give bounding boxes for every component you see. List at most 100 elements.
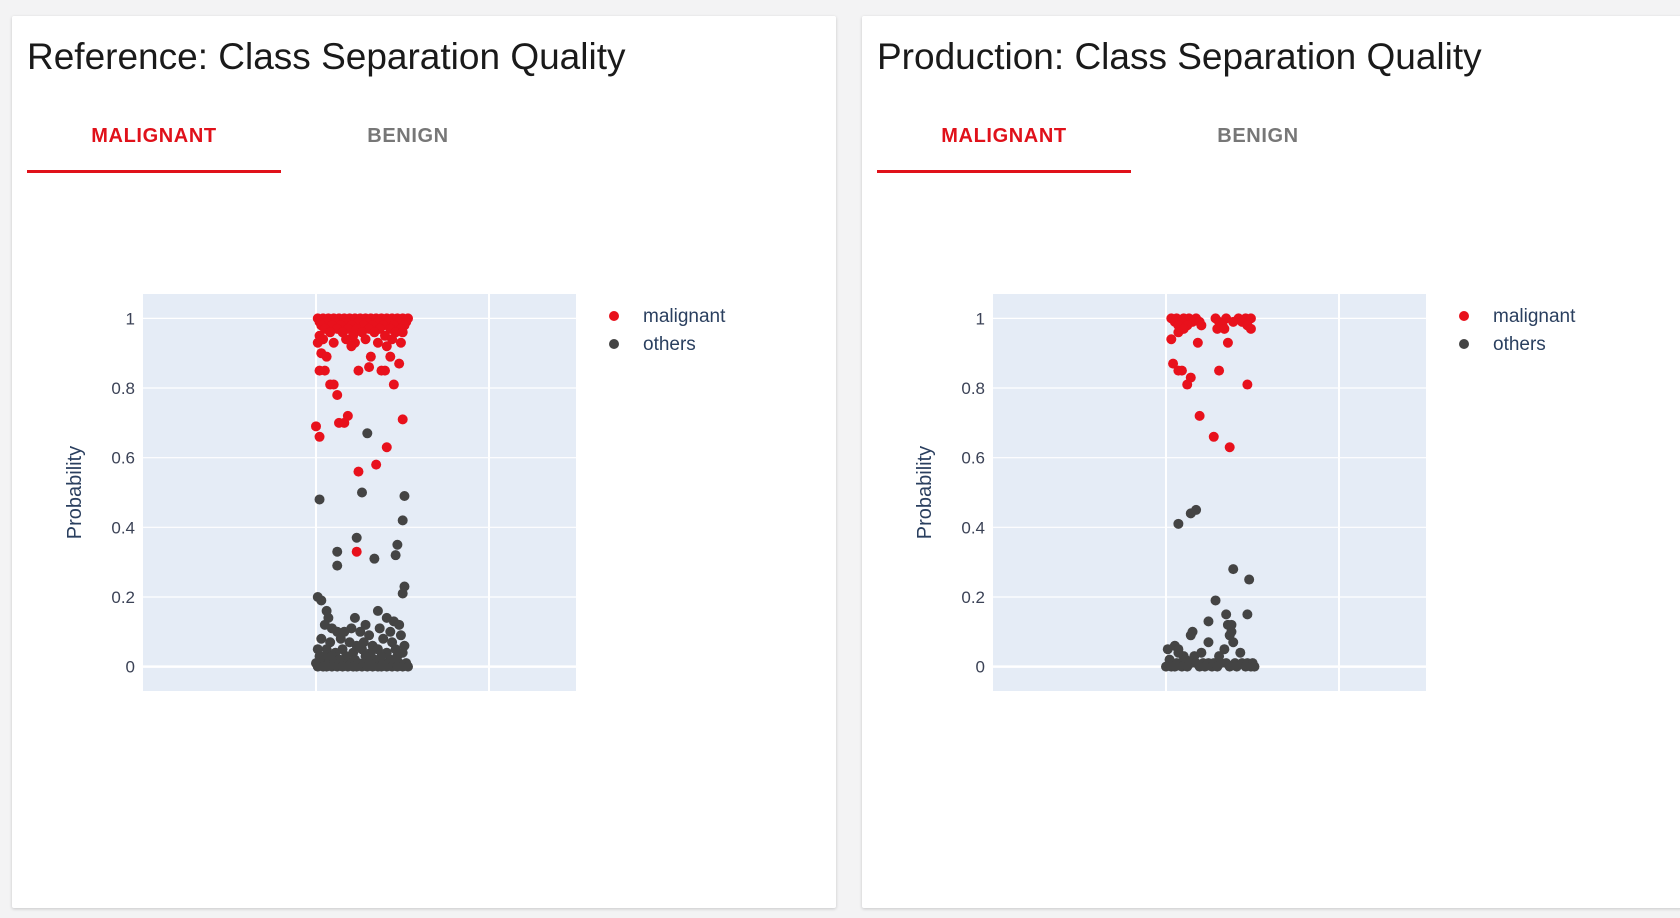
malignant-point	[381, 442, 392, 453]
y-tick-label: 1	[976, 309, 985, 328]
others-point	[314, 494, 325, 505]
malignant-point	[353, 365, 364, 376]
legend-marker	[609, 311, 619, 321]
malignant-point	[397, 414, 408, 425]
y-axis-title: Probability	[914, 446, 936, 539]
malignant-point	[328, 337, 339, 348]
malignant-point	[397, 327, 408, 338]
malignant-point	[395, 337, 406, 348]
others-point	[332, 546, 343, 557]
malignant-point	[364, 362, 375, 373]
malignant-point	[1242, 379, 1253, 390]
y-tick-label: 0.4	[111, 518, 135, 537]
legend-label: others	[1493, 334, 1546, 355]
reference-panel: Reference: Class Separation Quality MALI…	[12, 16, 836, 908]
y-tick-label: 0.8	[961, 379, 985, 398]
others-point	[385, 626, 396, 637]
others-point	[392, 539, 403, 550]
malignant-point	[1208, 431, 1219, 442]
others-point	[1249, 661, 1260, 672]
tab-benign[interactable]: BENIGN	[1217, 125, 1299, 147]
malignant-point	[321, 351, 332, 362]
others-point	[357, 487, 367, 498]
others-point	[1191, 504, 1202, 515]
others-point	[335, 633, 346, 644]
malignant-point	[312, 337, 323, 348]
malignant-point	[341, 334, 352, 345]
malignant-point	[365, 351, 376, 362]
malignant-point	[342, 410, 353, 421]
malignant-point	[1228, 316, 1239, 327]
malignant-point	[1182, 379, 1193, 390]
others-point	[1228, 637, 1239, 648]
others-point	[394, 619, 405, 630]
others-point	[316, 633, 327, 644]
others-point	[351, 532, 362, 543]
others-point	[1224, 661, 1235, 672]
malignant-point	[1219, 323, 1230, 334]
others-point	[1203, 637, 1214, 648]
others-point	[1203, 616, 1214, 627]
others-point	[360, 619, 371, 630]
y-axis-title: Probability	[64, 446, 86, 539]
others-point	[1196, 647, 1207, 658]
tab-bar: MALIGNANT BENIGN	[27, 108, 627, 174]
others-point	[378, 633, 389, 644]
malignant-point	[1194, 410, 1205, 421]
others-point	[1173, 518, 1184, 529]
legend-marker	[1459, 311, 1469, 321]
others-point	[355, 626, 366, 637]
panel-title: Production: Class Separation Quality	[877, 36, 1482, 77]
others-point	[397, 515, 408, 526]
others-point	[395, 630, 406, 641]
malignant-point	[1176, 365, 1187, 376]
malignant-point	[1173, 327, 1184, 338]
others-point	[1169, 661, 1180, 672]
malignant-point	[369, 327, 380, 338]
malignant-point	[1166, 334, 1177, 345]
malignant-point	[360, 334, 371, 345]
malignant-point	[381, 341, 392, 352]
others-point	[1221, 609, 1232, 620]
malignant-point	[1245, 323, 1256, 334]
malignant-point	[325, 327, 336, 338]
legend-marker	[1459, 339, 1469, 349]
others-point	[1210, 595, 1221, 606]
y-tick-label: 1	[126, 309, 135, 328]
malignant-point	[394, 358, 405, 369]
plot-area	[993, 294, 1426, 691]
others-point	[346, 623, 357, 634]
others-point	[369, 553, 380, 564]
others-point	[1235, 647, 1246, 658]
others-point	[1219, 644, 1230, 655]
others-point	[1226, 619, 1237, 630]
tab-malignant[interactable]: MALIGNANT	[877, 108, 1131, 173]
legend-label: malignant	[1493, 306, 1576, 327]
others-point	[316, 595, 327, 606]
tab-malignant[interactable]: MALIGNANT	[27, 108, 281, 173]
malignant-point	[351, 546, 362, 557]
others-point	[1242, 609, 1253, 620]
others-point	[403, 661, 413, 672]
malignant-point	[319, 365, 330, 376]
panel-title: Reference: Class Separation Quality	[27, 36, 626, 77]
others-point	[1212, 661, 1223, 672]
others-point	[364, 630, 375, 641]
malignant-point	[1192, 337, 1203, 348]
others-point	[1187, 626, 1198, 637]
class-separation-chart: 0 0.2 0.4 0.6 0.8 1 Probability malignant others	[64, 294, 726, 691]
others-point	[349, 612, 360, 623]
others-point	[1244, 574, 1255, 585]
others-point	[1231, 661, 1242, 672]
malignant-point	[1222, 337, 1233, 348]
others-point	[390, 550, 401, 561]
malignant-point	[311, 421, 321, 432]
malignant-point	[1214, 365, 1225, 376]
others-point	[1199, 661, 1210, 672]
malignant-point	[1168, 358, 1179, 369]
malignant-point	[372, 337, 383, 348]
y-tick-label: 0	[976, 658, 985, 677]
malignant-point	[1196, 320, 1207, 331]
tab-benign[interactable]: BENIGN	[367, 125, 449, 147]
others-point	[1182, 661, 1193, 672]
